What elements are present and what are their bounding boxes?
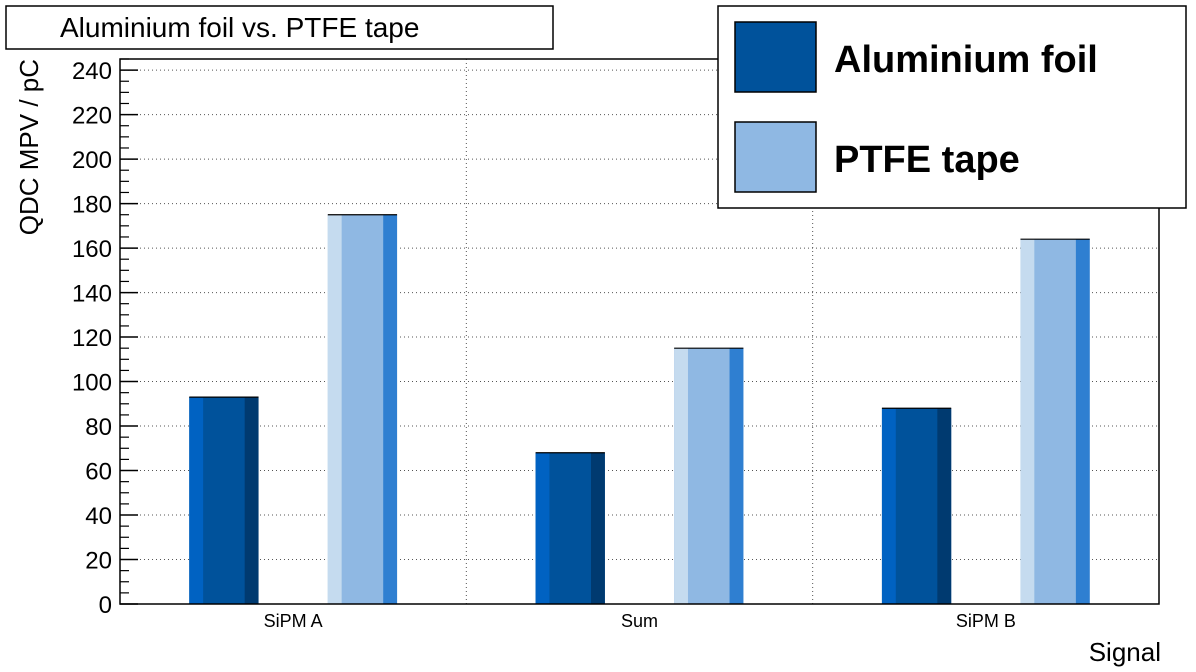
plot-frame: [119, 58, 1160, 605]
y-tick-label: 180: [72, 192, 112, 219]
y-tick-label: 140: [72, 281, 112, 308]
legend: Aluminium foil PTFE tape: [717, 5, 1187, 209]
y-tick-label: 100: [72, 370, 112, 397]
bar-highlight: [535, 452, 550, 604]
y-axis-title: QDC MPV / pC: [14, 59, 44, 235]
chart-title: Aluminium foil vs. PTFE tape: [60, 12, 419, 43]
y-tick-label: 0: [99, 592, 112, 619]
grid-lines: [120, 59, 1159, 604]
chart-title-box: Aluminium foil vs. PTFE tape: [5, 5, 554, 50]
x-tick-label: Sum: [621, 611, 658, 631]
x-axis-title: Signal: [1089, 637, 1161, 667]
bar-shadow: [1075, 239, 1090, 605]
axes: 0 20 40 60 80 100 120 140 160 180 200 220 240 SiPM A S…: [72, 58, 1016, 631]
bar: [1020, 238, 1090, 605]
bar: [674, 347, 744, 604]
bar-highlight: [327, 214, 342, 604]
legend-label: Aluminium foil: [834, 39, 1098, 81]
bar: [881, 407, 952, 604]
bar-highlight: [1020, 239, 1035, 605]
y-tick-label: 160: [72, 236, 112, 263]
bar: [189, 396, 259, 604]
y-tick-label: 200: [72, 147, 112, 174]
y-tick-label: 120: [72, 325, 112, 352]
y-tick-label: 40: [85, 503, 112, 530]
legend-swatch: [734, 121, 817, 193]
bar-shadow: [383, 214, 398, 604]
bar-highlight: [189, 397, 204, 604]
y-tick-label: 240: [72, 58, 112, 85]
bar-shadow: [937, 408, 952, 604]
legend-label: PTFE tape: [834, 139, 1020, 181]
x-tick-label: SiPM A: [264, 611, 323, 631]
bar: [327, 214, 398, 604]
bar-highlight: [674, 348, 688, 604]
bar-shadow: [729, 348, 744, 604]
bar-shadow: [591, 452, 605, 604]
y-tick-label: 60: [85, 459, 112, 486]
y-tick-label: 80: [85, 414, 112, 441]
bar-shadow: [244, 397, 259, 604]
y-tick-label: 220: [72, 103, 112, 130]
bar-highlight: [881, 408, 896, 604]
y-tick-label: 20: [85, 548, 112, 575]
bar: [535, 452, 605, 604]
legend-swatch: [734, 21, 817, 93]
x-tick-label: SiPM B: [956, 611, 1016, 631]
bars: [189, 214, 1090, 605]
